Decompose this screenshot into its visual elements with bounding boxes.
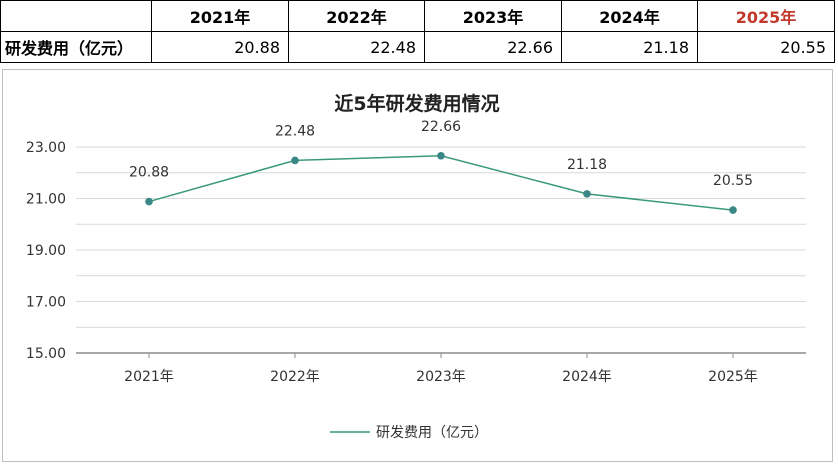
table-cell-2021: 20.88 [151, 31, 289, 63]
table-header-2023: 2023年 [424, 0, 562, 32]
table-row: 研发费用（亿元） 20.88 22.48 22.66 21.18 20.55 [0, 31, 835, 63]
legend-label: 研发费用（亿元） [376, 425, 488, 441]
x-tick-label: 2025年 [708, 369, 758, 385]
chart-title: 近5年研发费用情况 [334, 92, 499, 115]
table-header-2024: 2024年 [561, 0, 698, 32]
chart-panel: 近5年研发费用情况 15.00 17.00 19.00 21.00 23.00 2021年… [2, 69, 833, 462]
table-header-2022: 2022年 [288, 0, 425, 32]
data-label: 22.48 [275, 123, 315, 139]
table-header-blank [0, 0, 152, 32]
x-tick-label: 2022年 [270, 369, 320, 385]
data-point [729, 206, 737, 214]
y-tick-label: 15.00 [26, 346, 66, 362]
line-chart: 近5年研发费用情况 15.00 17.00 19.00 21.00 23.00 2021年… [26, 92, 806, 441]
table-cell-2024: 21.18 [561, 31, 698, 63]
table-row-label: 研发费用（亿元） [0, 31, 152, 63]
chart-legend: 研发费用（亿元） [330, 425, 488, 441]
y-tick-label: 23.00 [26, 140, 66, 156]
data-label: 20.55 [713, 173, 753, 189]
x-tick-label: 2024年 [562, 369, 612, 385]
x-tick-label: 2023年 [416, 369, 466, 385]
table-header-2021: 2021年 [151, 0, 289, 32]
data-label: 20.88 [129, 165, 169, 181]
y-tick-label: 17.00 [26, 295, 66, 311]
table-cell-2023: 22.66 [424, 31, 562, 63]
series-line [148, 155, 734, 211]
table-cell-2025: 20.55 [697, 31, 835, 63]
data-label: 22.66 [421, 119, 461, 135]
y-tick-label: 21.00 [26, 192, 66, 208]
data-label: 21.18 [567, 157, 607, 173]
table-header-2025: 2025年 [697, 0, 835, 32]
data-table: 2021年 2022年 2023年 2024年 2025年 研发费用（亿元） 2… [0, 0, 835, 63]
data-point [583, 190, 591, 198]
data-point [145, 197, 153, 206]
table-cell-2022: 22.48 [288, 31, 425, 63]
x-tick-label: 2021年 [124, 369, 174, 385]
data-point [437, 151, 445, 160]
data-point [291, 156, 299, 165]
y-tick-label: 19.00 [26, 243, 66, 259]
table-header-row: 2021年 2022年 2023年 2024年 2025年 [0, 0, 835, 32]
